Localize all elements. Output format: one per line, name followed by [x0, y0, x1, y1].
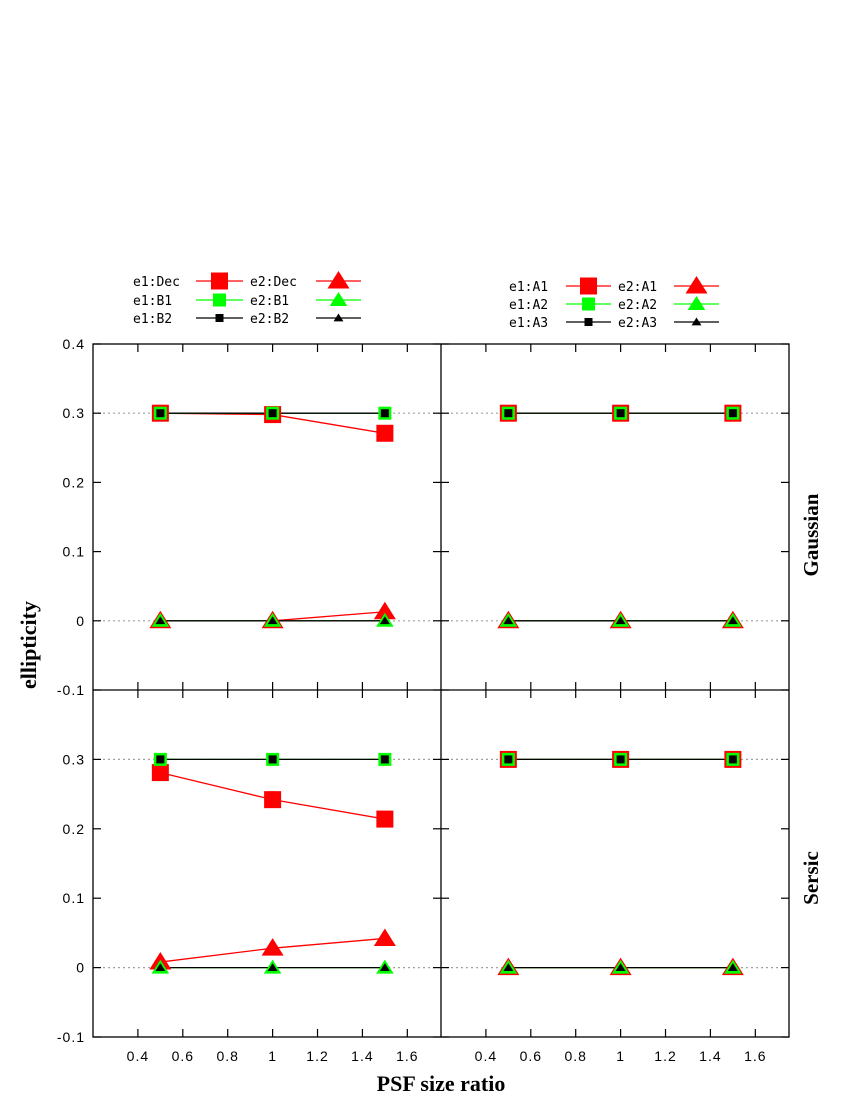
y-tick-label: 0 — [76, 613, 85, 629]
point-e2:A3 — [503, 616, 514, 625]
legend-marker — [584, 318, 593, 326]
legend-label: e1:A3 — [509, 316, 548, 331]
legend-marker — [580, 277, 597, 295]
legend-label: e2:B1 — [250, 294, 289, 309]
legend-label: e1:A1 — [509, 280, 548, 295]
y-tick-label: 0 — [76, 960, 85, 976]
panel-1-0 — [149, 752, 396, 974]
y-tick-label: 0.2 — [63, 474, 85, 490]
legend-marker — [582, 297, 595, 311]
legend-label: e2:Dec — [250, 275, 297, 290]
legend-marker — [211, 272, 228, 290]
point-e1:B2 — [268, 755, 277, 764]
point-e1:A3 — [616, 755, 625, 764]
x-tick-label: 1.6 — [744, 1048, 766, 1064]
legend-label: e1:B1 — [133, 294, 172, 309]
point-e2:B2 — [155, 616, 166, 625]
x-tick-label: 1.2 — [654, 1048, 676, 1064]
point-e1:Dec — [151, 764, 169, 782]
point-e1:A3 — [616, 409, 625, 418]
tick-labels: 0.4 0.6 0.8 1 1.2 1.4 1.6 0.4 0.6 0.8 1 1.2 1.4 1.6 -0… — [57, 336, 766, 1064]
legend-label: e2:B2 — [250, 312, 289, 327]
x-tick-label: 1.4 — [699, 1048, 721, 1064]
legend-label: e1:Dec — [133, 275, 180, 290]
point-e2:B2 — [155, 963, 166, 971]
point-e2:A3 — [503, 963, 514, 971]
legend-label: e2:A1 — [618, 280, 657, 295]
y-tick-label: -0.1 — [57, 682, 85, 698]
x-tick-label: 1.4 — [351, 1048, 373, 1064]
point-e1:B2 — [380, 755, 389, 764]
y-tick-label: 0.1 — [63, 890, 85, 906]
x-tick-label: 1.6 — [396, 1048, 418, 1064]
point-e1:A3 — [504, 409, 513, 418]
point-e1:Dec — [264, 791, 282, 809]
point-e1:A3 — [728, 755, 737, 764]
x-tick-label: 1 — [616, 1048, 625, 1064]
legend-right: e1:A1 e1:A2 e1:A3 e2:A1 e2:A2 e2:A3 — [509, 276, 719, 331]
y-tick-label: 0.4 — [63, 336, 85, 352]
y-tick-label: 0.1 — [63, 544, 85, 560]
panel-0-1 — [497, 404, 744, 629]
x-tick-label: 1.2 — [306, 1048, 328, 1064]
legend-marker — [333, 313, 344, 322]
point-e2:A3 — [727, 963, 738, 971]
legend-label: e2:A3 — [618, 316, 657, 331]
point-e1:A3 — [728, 409, 737, 418]
legend-label: e1:A2 — [509, 298, 548, 313]
x-tick-label: 0.4 — [475, 1048, 497, 1064]
row-label-gaussian: Gaussian — [799, 493, 823, 576]
point-e1:B2 — [380, 409, 389, 418]
point-e2:B2 — [267, 616, 278, 625]
point-e1:A3 — [504, 755, 513, 764]
point-e1:B2 — [156, 409, 165, 418]
legends: e1:Dece1:B1e1:B2e2:Dece2:B1e2:B2e1:A1e1:… — [133, 271, 719, 331]
point-e2:A3 — [615, 616, 626, 625]
point-e2:B2 — [379, 616, 390, 625]
point-e2:Dec — [373, 601, 396, 620]
point-e2:B2 — [267, 963, 278, 971]
point-e1:Dec — [376, 810, 394, 828]
point-e1:B2 — [156, 755, 165, 764]
legend-marker — [213, 293, 226, 307]
x-tick-label: 0.8 — [564, 1048, 586, 1064]
point-e2:Dec — [261, 938, 284, 956]
legend-label: e2:A2 — [618, 298, 657, 313]
point-e1:Dec — [376, 424, 394, 442]
y-tick-label: -0.1 — [57, 1029, 85, 1045]
legend-marker — [327, 271, 350, 289]
point-e1:B2 — [268, 409, 277, 418]
legend-marker — [687, 296, 706, 310]
x-tick-label: 0.8 — [216, 1048, 238, 1064]
legend-marker — [691, 317, 702, 326]
x-tick-label: 0.6 — [172, 1048, 194, 1064]
x-axis-label: PSF size ratio — [377, 1071, 506, 1096]
y-tick-label: 0.3 — [63, 405, 85, 421]
legend-left: e1:Dec e1:B1 e1:B2 e2:Dec e2:B1 e2:B2 — [133, 271, 361, 327]
tick-marks — [93, 343, 789, 1038]
y-axis-label: ellipticity — [16, 601, 41, 689]
legend-marker — [329, 292, 348, 306]
legend-label: e1:B2 — [133, 312, 172, 327]
x-tick-label: 0.4 — [127, 1048, 149, 1064]
legend-marker — [215, 314, 224, 322]
x-tick-label: 1 — [268, 1048, 277, 1064]
panel-0-0 — [149, 404, 396, 629]
y-tick-label: 0.3 — [63, 751, 85, 767]
panel-1-1 — [497, 750, 744, 976]
y-tick-label: 0.2 — [63, 821, 85, 837]
point-e2:A3 — [727, 616, 738, 625]
row-label-sersic: Sersic — [799, 851, 823, 905]
data-series — [149, 404, 744, 976]
point-e2:A3 — [615, 963, 626, 971]
point-e2:B2 — [379, 963, 390, 971]
legend-marker — [685, 276, 708, 294]
point-e2:Dec — [373, 928, 396, 946]
x-tick-label: 0.6 — [520, 1048, 542, 1064]
